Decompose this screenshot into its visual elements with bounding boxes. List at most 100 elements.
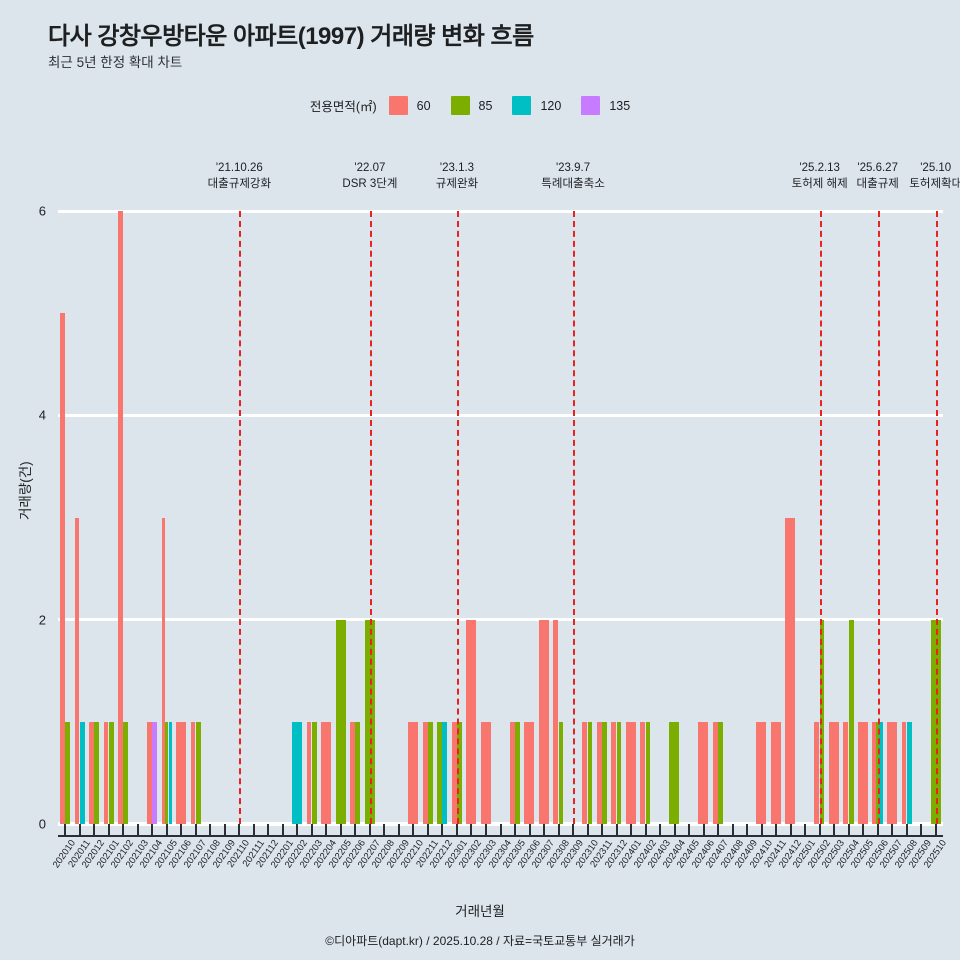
x-axis-tick [644,824,647,835]
bar[interactable] [89,721,94,824]
bar[interactable] [828,721,839,824]
x-axis-tick [876,824,879,835]
bar[interactable] [602,721,607,824]
bar[interactable] [355,721,361,824]
bar[interactable] [596,721,602,824]
bar[interactable] [292,721,303,824]
legend-swatch-icon [581,96,601,115]
x-axis-tick [557,824,560,835]
bar[interactable] [456,721,462,824]
bar[interactable] [553,619,559,824]
x-axis-tick [731,824,734,835]
bar[interactable] [103,721,109,824]
bar[interactable] [509,721,515,824]
x-axis-tick [151,824,154,835]
bar[interactable] [843,721,849,824]
bar[interactable] [364,619,375,824]
bar[interactable] [930,619,941,824]
bar[interactable] [190,721,196,824]
bar[interactable] [321,721,332,824]
bar[interactable] [524,721,535,824]
bar[interactable] [195,721,201,824]
bar[interactable] [785,517,796,824]
bar[interactable] [176,721,187,824]
bar[interactable] [669,721,680,824]
bar[interactable] [718,721,723,824]
bar[interactable] [311,721,317,824]
bar[interactable] [306,721,312,824]
bar[interactable] [616,721,622,824]
bar[interactable] [427,721,433,824]
bar[interactable] [515,721,520,824]
bar[interactable] [640,721,646,824]
bar[interactable] [437,721,443,824]
x-axis-tick [209,824,212,835]
bar[interactable] [879,721,883,824]
bar[interactable] [857,721,868,824]
bar[interactable] [906,721,912,824]
bar[interactable] [770,721,781,824]
legend-title: 전용면적(㎡) [309,100,377,114]
x-axis-tick [514,824,516,835]
bar[interactable] [582,721,588,824]
bar[interactable] [819,619,825,824]
legend-item-135[interactable]: 135 [581,96,630,115]
bar[interactable] [442,721,448,824]
event-annotation: '23.9.7 특례대출축소 [541,160,604,193]
bar[interactable] [712,721,718,824]
bar[interactable] [118,211,123,824]
x-axis-tick [107,824,110,835]
bar[interactable] [645,721,651,824]
bar[interactable] [480,721,491,824]
bar[interactable] [698,721,709,824]
bar[interactable] [152,721,158,824]
bar[interactable] [875,721,880,824]
bar[interactable] [422,721,428,824]
x-axis-tick [586,824,589,835]
bar[interactable] [587,721,593,824]
bar[interactable] [848,619,854,824]
bar[interactable] [408,721,419,824]
bar[interactable] [168,721,172,824]
event-annotation: '22.07 DSR 3단계 [342,160,397,193]
bar[interactable] [451,721,457,824]
y-axis-tick-label: 4 [38,407,46,423]
x-axis-tick [891,824,894,835]
legend-item-85[interactable]: 85 [450,96,492,115]
bar[interactable] [872,721,876,824]
bar[interactable] [65,721,71,824]
x-axis [58,824,943,838]
event-name: 대출규제강화 [207,178,272,191]
x-axis-tick [499,824,502,835]
event-name: 대출규제 [856,178,899,191]
bar[interactable] [161,517,165,824]
x-axis-tick [659,824,662,835]
bar[interactable] [123,721,129,824]
legend-swatch-icon [388,96,408,115]
bar[interactable] [901,721,907,824]
bar[interactable] [79,721,85,824]
x-axis-tick [397,824,400,835]
bar[interactable] [538,619,549,824]
bar[interactable] [886,721,898,824]
legend-item-120[interactable]: 120 [512,96,561,115]
bar[interactable] [558,721,564,824]
bar[interactable] [147,721,152,824]
bar[interactable] [814,721,820,824]
bar[interactable] [94,721,100,824]
bar[interactable] [466,619,477,824]
bar[interactable] [74,517,80,824]
bar[interactable] [108,721,114,824]
x-axis-tick [64,824,67,835]
bar[interactable] [350,721,355,824]
event-date: '23.1.3 [439,162,475,174]
legend-swatch-icon [512,96,532,115]
bar[interactable] [611,721,617,824]
bar[interactable] [60,313,65,824]
bar[interactable] [335,619,346,824]
bar[interactable] [165,721,169,824]
bar[interactable] [756,721,767,824]
legend-item-60[interactable]: 60 [388,96,431,115]
bar[interactable] [625,721,636,824]
